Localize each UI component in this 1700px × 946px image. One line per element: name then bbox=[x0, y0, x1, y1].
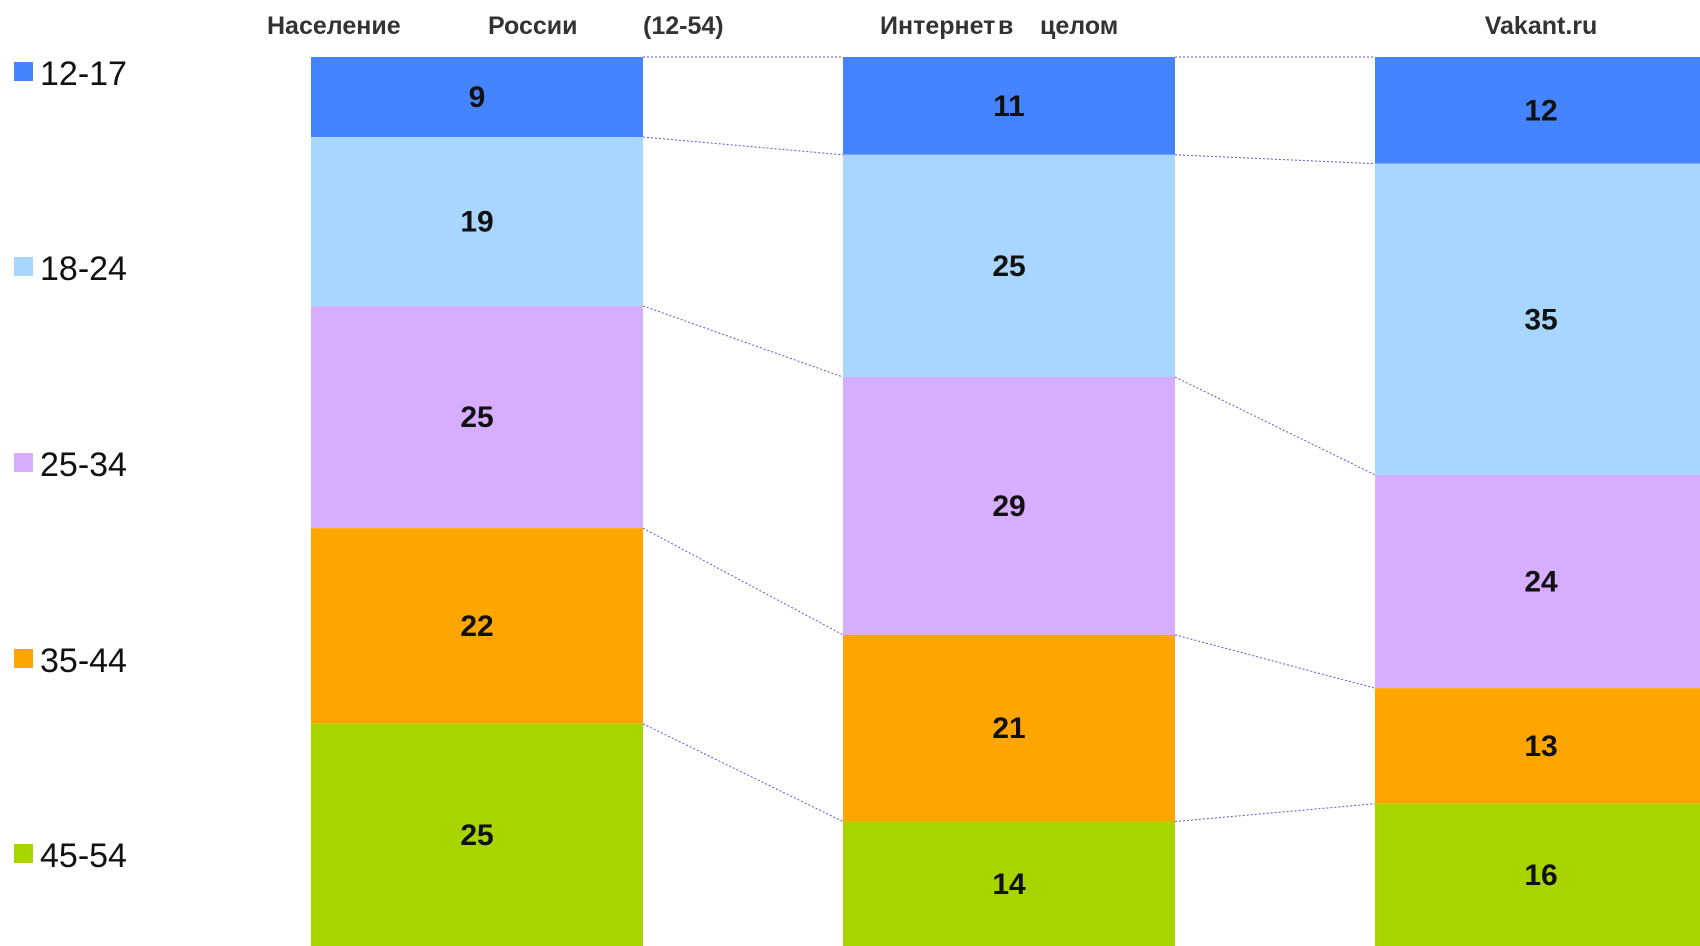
data-label: 25 bbox=[460, 401, 493, 434]
bar-segment bbox=[1375, 803, 1700, 946]
bar-segment bbox=[843, 57, 1175, 155]
legend-label: 25-34 bbox=[40, 446, 127, 484]
connector-line bbox=[1174, 634, 1376, 689]
bars bbox=[311, 57, 1700, 946]
bar-segment bbox=[1375, 688, 1700, 804]
connector-line bbox=[1174, 376, 1376, 476]
bar-segment bbox=[843, 154, 1175, 378]
bar-segment bbox=[1375, 57, 1700, 164]
bar-segment bbox=[311, 305, 643, 529]
legend-label: 18-24 bbox=[40, 250, 127, 288]
data-label: 13 bbox=[1524, 730, 1557, 763]
data-label: 22 bbox=[460, 610, 493, 643]
column-title-word: Интернет bbox=[880, 12, 995, 40]
connector-line bbox=[642, 723, 844, 822]
connector-line bbox=[642, 527, 844, 636]
bar-segment bbox=[843, 821, 1175, 946]
column-title-word: (12-54) bbox=[643, 12, 724, 40]
connector-lines bbox=[642, 56, 1376, 823]
data-label: 16 bbox=[1524, 859, 1557, 892]
legend-swatch bbox=[14, 453, 33, 472]
data-label: 9 bbox=[469, 81, 486, 114]
column-title-word: Население bbox=[267, 12, 401, 40]
bar-segment bbox=[843, 634, 1175, 822]
data-label: 19 bbox=[460, 205, 493, 238]
legend-swatch bbox=[14, 257, 33, 276]
data-label: 14 bbox=[992, 868, 1026, 901]
connector-line bbox=[1174, 803, 1376, 823]
legend-swatch bbox=[14, 62, 33, 81]
segment-labels: 9 11 12 19 25 35 25 29 24 22 21 13 25 14 16 bbox=[460, 81, 1558, 901]
column-titles: Население России (12-54) Интернет в целом Vaka… bbox=[267, 12, 1597, 40]
column-title-word: целом bbox=[1040, 12, 1118, 40]
data-label: 21 bbox=[992, 712, 1025, 745]
connector-line bbox=[642, 305, 844, 378]
data-label: 35 bbox=[1524, 303, 1557, 336]
data-label: 29 bbox=[992, 490, 1025, 523]
column-title-word: Vakant.ru bbox=[1485, 12, 1598, 40]
data-label: 11 bbox=[993, 90, 1025, 123]
legend: 12-17 18-24 25-34 35-44 45-54 bbox=[14, 55, 127, 875]
column-title-word: России bbox=[488, 12, 578, 40]
connector-line bbox=[642, 136, 844, 156]
legend-label: 35-44 bbox=[40, 642, 127, 680]
legend-label: 45-54 bbox=[40, 837, 127, 875]
data-label: 24 bbox=[1524, 566, 1558, 599]
bar-segment bbox=[843, 377, 1175, 635]
data-label: 12 bbox=[1524, 94, 1557, 127]
column-title-word: в bbox=[998, 12, 1013, 40]
legend-label: 12-17 bbox=[40, 55, 127, 93]
bar-segment bbox=[311, 57, 643, 138]
data-label: 25 bbox=[460, 819, 493, 852]
bar-segment bbox=[311, 137, 643, 306]
connector-line bbox=[1174, 154, 1376, 165]
bar-segment bbox=[1375, 163, 1700, 475]
bar-segment bbox=[311, 528, 643, 724]
bar-segment bbox=[1375, 474, 1700, 689]
legend-swatch bbox=[14, 649, 33, 668]
legend-swatch bbox=[14, 844, 33, 863]
bar-segment bbox=[311, 723, 643, 946]
data-label: 25 bbox=[992, 250, 1025, 283]
